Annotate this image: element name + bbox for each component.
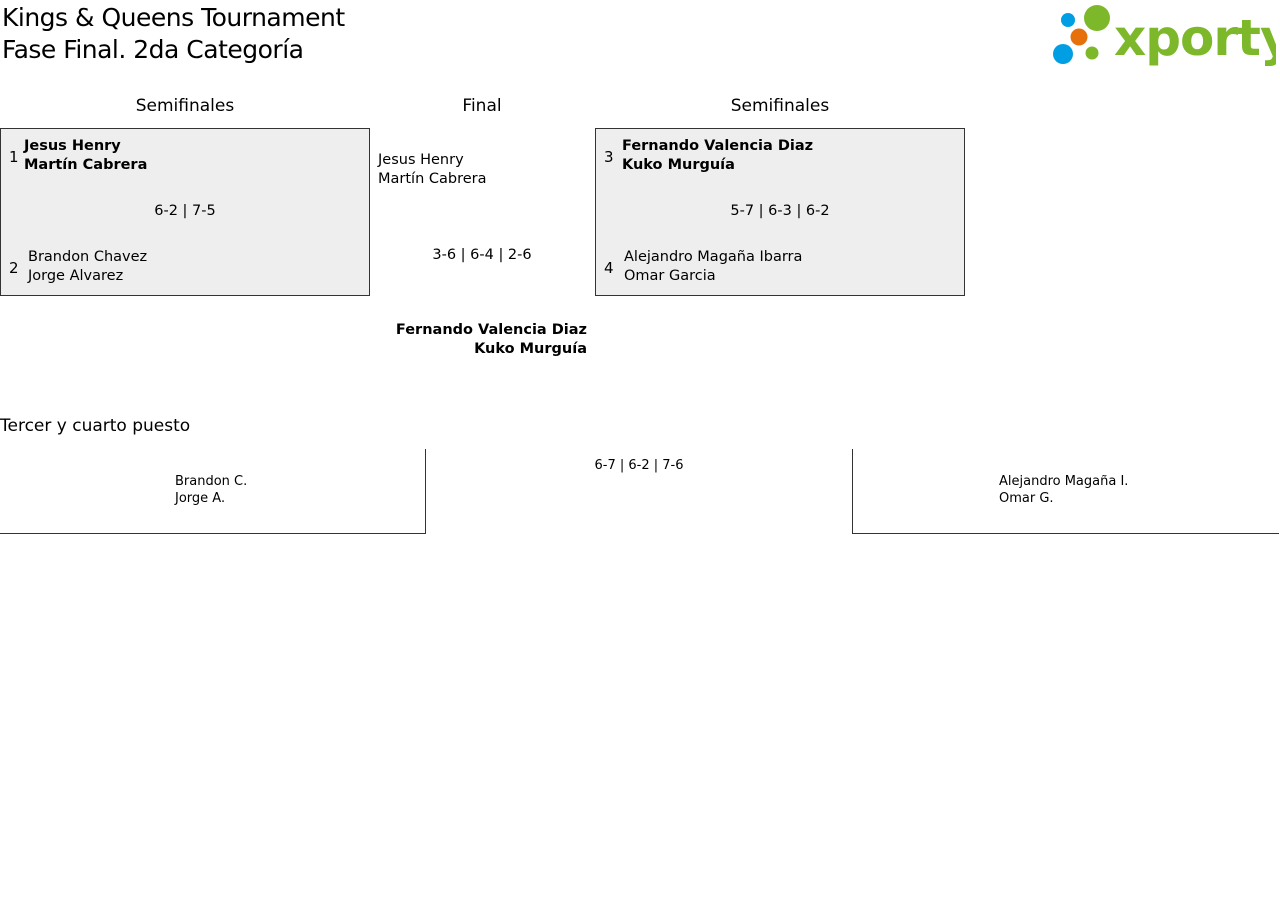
player: Jorge A. [175, 491, 226, 506]
player: Jorge Alvarez [28, 268, 124, 284]
semifinal-left-match[interactable]: 1 Jesus Henry Martín Cabrera 6-2 | 7-5 2 … [0, 128, 370, 296]
seed: 2 [9, 259, 19, 277]
match-score: 5-7 | 6-3 | 6-2 [730, 203, 830, 219]
svg-text:xporty: xporty [1114, 9, 1276, 67]
xporty-logo: xporty [1053, 5, 1276, 67]
player: Fernando Valencia Diaz [395, 322, 587, 338]
third-place-team-1-cell: Brandon C. Jorge A. [0, 449, 426, 534]
column-header-semifinal-left: Semifinales [135, 96, 235, 116]
seed: 4 [604, 259, 614, 277]
player: Omar Garcia [624, 268, 716, 284]
player: Martín Cabrera [24, 157, 148, 173]
team-1: Jesus Henry Martín Cabrera [24, 137, 147, 175]
player: Kuko Murguía [622, 157, 735, 173]
team-1: Fernando Valencia Diaz Kuko Murguía [622, 137, 813, 175]
third-place-team-2-cell: Alejandro Magaña I. Omar G. [852, 449, 1279, 534]
player: Alejandro Magaña I. [999, 474, 1129, 489]
final-team-1: Jesus Henry Martín Cabrera [378, 151, 487, 189]
match-score: 6-2 | 7-5 [154, 203, 216, 219]
team-2: Alejandro Magaña I. Omar G. [999, 473, 1128, 507]
semifinal-right-match[interactable]: 3 Fernando Valencia Diaz Kuko Murguía 5-7… [595, 128, 965, 296]
page-title: Kings & Queens Tournament Fase Final. 2d… [2, 2, 345, 66]
team-2: Alejandro Magaña Ibarra Omar Garcia [624, 248, 802, 286]
final-score: 3-6 | 6-4 | 2-6 [432, 247, 532, 263]
seed: 1 [9, 148, 19, 166]
player: Jesus Henry [378, 152, 464, 168]
column-header-final: Final [462, 96, 502, 116]
third-place-score: 6-7 | 6-2 | 7-6 [594, 458, 684, 473]
player: Omar G. [999, 491, 1054, 506]
player: Fernando Valencia Diaz [622, 138, 814, 154]
seed: 3 [604, 148, 614, 166]
column-header-semifinal-right: Semifinales [730, 96, 830, 116]
team-2: Brandon Chavez Jorge Alvarez [28, 248, 147, 286]
player: Brandon Chavez [28, 249, 148, 265]
title-line-2: Fase Final. 2da Categoría [2, 35, 304, 64]
player: Jesus Henry [24, 138, 121, 154]
player: Brandon C. [175, 474, 248, 489]
player: Martín Cabrera [378, 171, 487, 187]
player: Kuko Murguía [474, 341, 587, 357]
title-line-1: Kings & Queens Tournament [2, 3, 345, 32]
player: Alejandro Magaña Ibarra [624, 249, 803, 265]
final-team-2: Fernando Valencia Diaz Kuko Murguía [380, 321, 587, 359]
team-1: Brandon C. Jorge A. [175, 473, 247, 507]
third-place-title: Tercer y cuarto puesto [0, 416, 191, 436]
